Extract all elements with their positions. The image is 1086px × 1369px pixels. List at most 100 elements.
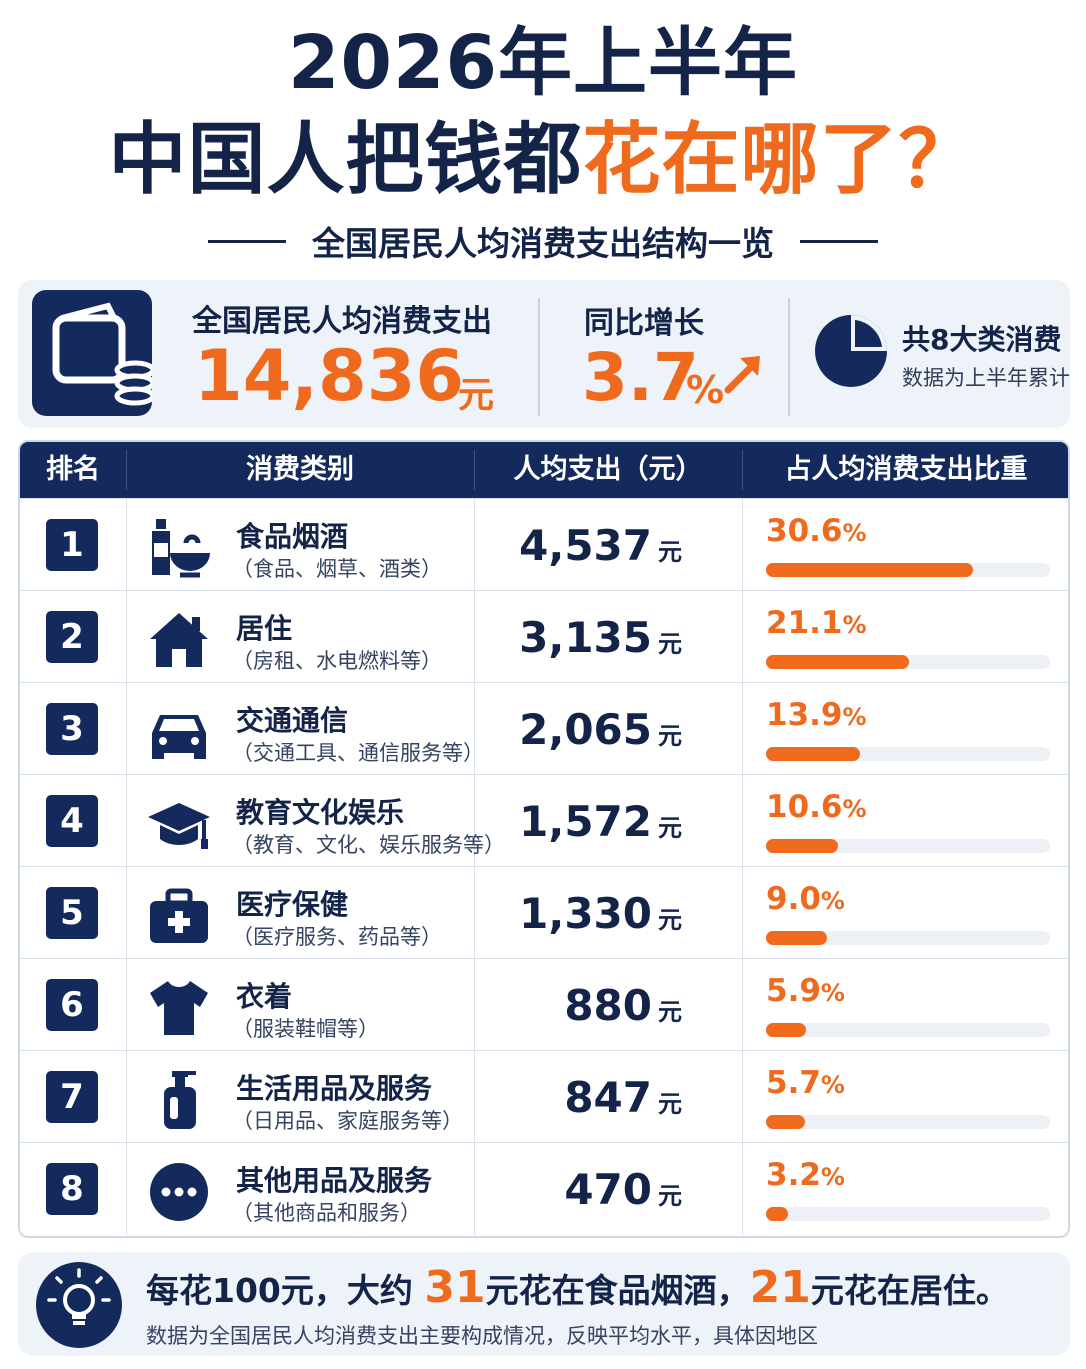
amount-value: 3,135 元 [519,613,682,662]
amount-unit: 元 [658,722,682,750]
amount-value: 4,537 元 [519,521,682,570]
footer-highlight: 每花100元，大约 31元花在食品烟酒，21元花在居住。 [146,1262,1009,1313]
share-percent: 10.6% [766,789,867,825]
category-desc: （交通工具、通信服务等） [232,741,484,765]
table-row: 1 食品烟酒 （食品、烟草、酒类） 4,537 元 30.6% [20,498,1068,591]
table-row: 7 生活用品及服务 （日用品、家庭服务等） 847 元 5.7% [20,1050,1068,1143]
category-desc: （其他商品和服务） [232,1201,421,1225]
share-number: 10.6 [766,789,843,825]
amount-value: 880 元 [564,981,682,1030]
share-bar-fill [766,563,973,577]
growth-label: 同比增长 [584,306,704,341]
share-bar-fill [766,931,827,945]
summary-divider-2 [788,298,790,416]
amount-value: 1,572 元 [519,797,682,846]
footer-text-a: 每花100元，大约 [146,1271,413,1310]
bottle-bowl-icon [146,517,212,579]
category-name: 医疗保健 [236,888,349,921]
share-number: 3.2 [766,1157,821,1193]
summary-divider-1 [538,298,540,416]
share-percent: 30.6% [766,513,867,549]
category-name: 衣着 [236,980,293,1013]
share-percent: 3.2% [766,1157,845,1193]
amount-number: 1,572 [519,797,652,846]
pie-chart-icon [812,312,890,390]
more-dots-icon [146,1161,212,1223]
subtitle: 全国居民人均消费支出结构一览 [312,224,774,263]
rank-badge: 3 [46,703,98,755]
graduation-cap-icon [146,793,212,855]
share-number: 5.7 [766,1065,821,1101]
title-line-2-prefix: 中国人把钱都 [108,115,583,205]
amount-unit: 元 [658,538,682,566]
header-rank: 排名 [46,454,100,485]
table-row: 6 衣着 （服装鞋帽等） 880 元 5.9% [20,958,1068,1051]
share-percent: 13.9% [766,697,867,733]
share-percent: 21.1% [766,605,867,641]
footer-number-2: 21 [749,1262,811,1313]
amount-unit: 元 [658,1090,682,1118]
table-row: 8 其他用品及服务 （其他商品和服务） 470 元 3.2% [20,1142,1068,1235]
rank-badge: 1 [46,519,98,571]
share-bar-fill [766,1115,805,1129]
medical-kit-icon [146,885,212,947]
share-number: 13.9 [766,697,843,733]
title-line-1: 2026年上半年 [288,20,798,106]
amount-number: 470 [564,1165,652,1214]
share-number: 5.9 [766,973,821,1009]
growth-value: 3.7 [582,339,699,416]
share-bar-fill [766,747,860,761]
table-row: 4 教育文化娱乐 （教育、文化、娱乐服务等） 1,572 元 10.6% [20,774,1068,867]
amount-value: 1,330 元 [519,889,682,938]
footer-text-b: 元花在食品烟酒， [485,1271,750,1310]
amount-value: 2,065 元 [519,705,682,754]
category-count-label: 共8大类消费 [902,323,1062,356]
share-bar-track [766,1207,1050,1221]
category-desc: （医疗服务、药品等） [232,925,442,949]
share-number: 9.0 [766,881,821,917]
amount-number: 1,330 [519,889,652,938]
amount-unit: 元 [658,998,682,1026]
table-row: 3 交通通信 （交通工具、通信服务等） 2,065 元 13.9% [20,682,1068,775]
category-desc: （日用品、家庭服务等） [232,1109,463,1133]
share-bar-track [766,931,1050,945]
soap-bottle-icon [146,1069,212,1131]
amount-unit: 元 [658,630,682,658]
rank-badge: 6 [46,979,98,1031]
rank-badge: 8 [46,1163,98,1215]
amount-value: 470 元 [564,1165,682,1214]
amount-unit: 元 [658,814,682,842]
total-value: 14,836 [194,335,465,417]
header-category: 消费类别 [246,454,354,485]
growth-unit: % [686,368,725,412]
category-note: 数据为上半年累计 [902,366,1070,390]
house-icon [146,609,212,671]
footer-text-c: 元花在居住。 [810,1271,1009,1310]
category-name: 教育文化娱乐 [236,796,405,829]
share-bar-fill [766,1023,806,1037]
share-percent: 9.0% [766,881,845,917]
category-name: 其他用品及服务 [236,1164,433,1197]
header-amount: 人均支出（元） [513,454,703,485]
title-line-2-highlight: 花在哪了？ [582,115,978,205]
category-desc: （房租、水电燃料等） [232,649,442,673]
subtitle-row: 全国居民人均消费支出结构一览 [0,218,1086,264]
amount-number: 3,135 [519,613,652,662]
car-icon [146,701,212,763]
share-number: 21.1 [766,605,843,641]
rank-badge: 2 [46,611,98,663]
title-line-2: 中国人把钱都花在哪了？ [0,110,1086,210]
amount-number: 880 [564,981,652,1030]
table-row: 2 居住 （房租、水电燃料等） 3,135 元 21.1% [20,590,1068,683]
category-desc: （食品、烟草、酒类） [232,557,442,581]
rank-badge: 7 [46,1071,98,1123]
wallet-icon [32,290,156,416]
share-number: 30.6 [766,513,843,549]
rank-badge: 4 [46,795,98,847]
total-unit: 元 [458,375,495,416]
header-share: 占人均消费支出比重 [784,454,1028,485]
summary-panel [18,280,1070,428]
rank-badge: 5 [46,887,98,939]
footer-panel [18,1252,1070,1356]
share-bar-track [766,1115,1050,1129]
